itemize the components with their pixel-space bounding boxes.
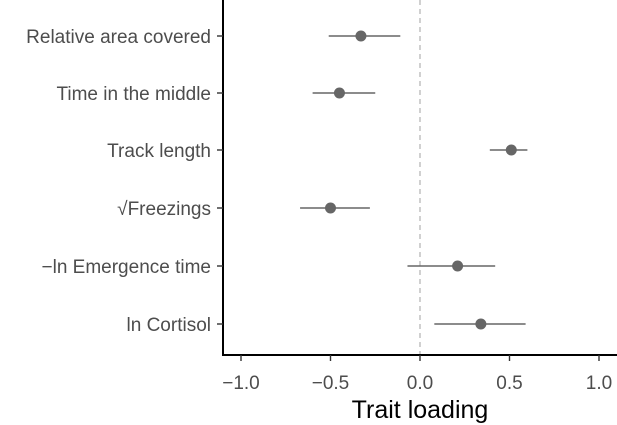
- estimate-point: [452, 260, 464, 272]
- estimate-point: [505, 144, 517, 156]
- category-label: Track length: [107, 141, 211, 162]
- x-tick-label: −0.5: [312, 373, 350, 394]
- category-label: Relative area covered: [26, 27, 211, 48]
- estimate-point: [355, 30, 367, 42]
- estimate-point: [325, 202, 336, 214]
- x-tick-label: 0.0: [407, 373, 433, 394]
- x-tick-label: 1.0: [586, 373, 612, 394]
- x-axis-title: Trait loading: [352, 396, 489, 424]
- category-label: −ln Emergence time: [42, 257, 212, 278]
- x-tick-label: −1.0: [222, 373, 260, 394]
- estimate-point: [333, 87, 345, 99]
- category-label: ln Cortisol: [127, 315, 211, 336]
- x-tick-label: 0.5: [496, 373, 522, 394]
- category-label: √Freezings: [117, 199, 211, 220]
- estimate-point: [475, 318, 487, 330]
- category-label: Time in the middle: [56, 84, 211, 105]
